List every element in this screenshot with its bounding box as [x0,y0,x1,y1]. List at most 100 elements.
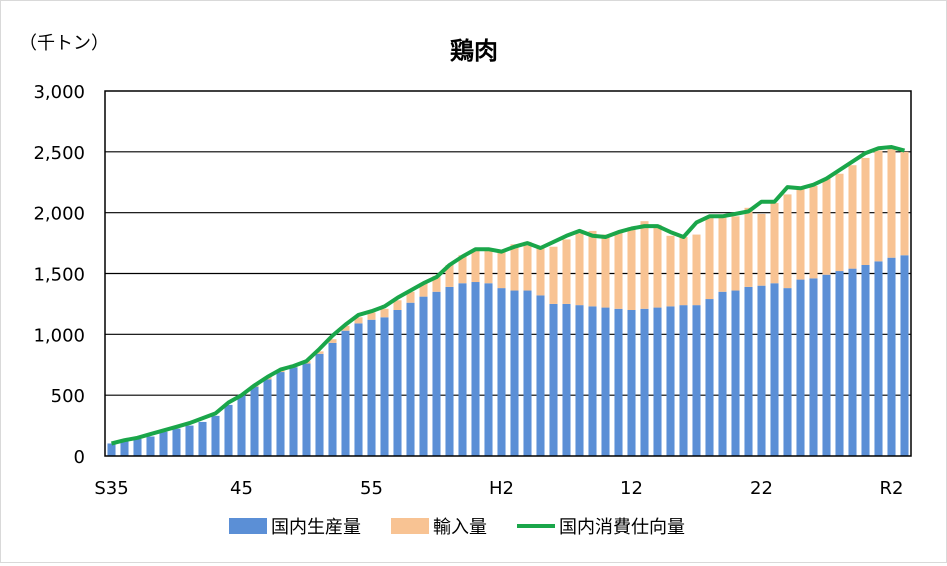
bar-domestic-production [185,425,194,456]
bar-domestic-production [653,307,662,456]
bar-imports [419,283,428,297]
bar-domestic-production [549,303,558,456]
bar-domestic-production [575,305,584,456]
bar-imports [614,232,623,309]
bar-domestic-production [731,290,740,456]
bar-imports [549,246,558,304]
x-tick-label: 45 [230,478,253,499]
bar-domestic-production [211,415,220,456]
bar-domestic-production [614,308,623,456]
bar-imports [796,188,805,280]
bar-domestic-production [432,291,441,456]
bar-domestic-production [640,308,649,456]
bar-imports [341,325,350,331]
line-series-domestic-consumption [111,145,906,446]
line-series-group [111,145,906,446]
bar-domestic-production [484,283,493,456]
bar-imports [536,247,545,296]
bar-imports [900,151,909,256]
legend-swatch [229,518,267,534]
bar-domestic-production [822,274,831,456]
bar-imports [692,234,701,306]
bar-domestic-production [809,278,818,456]
y-tick-label: 500 [51,386,85,407]
bar-imports [718,215,727,292]
bar-imports [822,178,831,275]
legend: 国内生産量 輸入量 国内消費仕向量 [229,517,685,538]
bar-imports [380,308,389,318]
bar-imports [588,230,597,307]
bar-imports [731,216,740,291]
unit-label: （千トン） [19,33,109,54]
bar-domestic-production [354,323,363,456]
legend-swatch [391,518,429,534]
x-tick-label: R2 [880,478,904,499]
chart-title: 鶏肉 [450,37,498,65]
bar-domestic-production [510,290,519,456]
bar-imports [328,339,337,343]
bar-domestic-production [744,286,753,456]
bar-domestic-production [536,295,545,456]
y-tick-label: 2,500 [33,143,85,164]
x-tick-label: S35 [94,478,128,499]
bar-domestic-production [523,290,532,456]
bar-imports [445,264,454,287]
bar-domestic-production [666,306,675,456]
bar-domestic-production [133,438,142,456]
bar-domestic-production [497,288,506,456]
bar-domestic-production [120,441,129,456]
bar-domestic-production [770,283,779,456]
bar-domestic-production [406,302,415,456]
legend-label: 輸入量 [433,517,487,538]
bar-domestic-production [835,271,844,456]
bar-imports [471,250,480,283]
bar-domestic-production [341,330,350,456]
bar-imports [523,241,532,291]
bar-imports [861,157,870,265]
bar-domestic-production [146,436,155,456]
bar-imports [874,150,883,262]
x-tick-label: 55 [360,478,383,499]
bar-domestic-production [328,342,337,456]
bar-imports [406,291,415,303]
bar-domestic-production [705,299,714,456]
y-tick-label: 3,000 [33,82,85,103]
bar-domestic-production [289,367,298,456]
bar-imports [393,300,402,310]
bar-domestic-production [276,372,285,456]
bar-domestic-production [757,285,766,456]
bar-domestic-production [172,428,181,456]
bar-domestic-production [237,395,246,456]
bar-domestic-production [380,317,389,456]
bar-imports [484,249,493,284]
bar-domestic-production [627,310,636,456]
y-tick-label: 1,500 [33,265,85,286]
bar-imports [497,250,506,289]
bar-domestic-production [692,305,701,456]
y-tick-label: 0 [74,447,85,468]
bar-imports [783,194,792,289]
bar-domestic-production [718,291,727,456]
x-tick-label: H2 [489,478,514,499]
bar-imports [666,235,675,307]
bar-domestic-production [107,443,116,456]
bar-imports [653,224,662,308]
bar-domestic-production [458,283,467,456]
bar-domestic-production [679,305,688,456]
bar-imports [770,202,779,284]
bar-domestic-production [471,282,480,456]
bar-domestic-production [861,264,870,456]
y-axis-ticks: 0 500 1,000 1,500 2,000 2,500 3,000 [33,82,85,468]
bar-domestic-production [198,421,207,456]
bar-imports [705,217,714,300]
bar-domestic-production [315,353,324,456]
legend-label: 国内消費仕向量 [559,517,685,538]
bar-domestic-production [302,363,311,456]
bar-domestic-production [393,310,402,456]
bar-domestic-production [601,307,610,456]
bar-domestic-production [445,286,454,456]
bar-domestic-production [263,379,272,456]
bar-domestic-production [796,279,805,456]
bar-imports [354,317,363,324]
bar-imports [809,185,818,279]
